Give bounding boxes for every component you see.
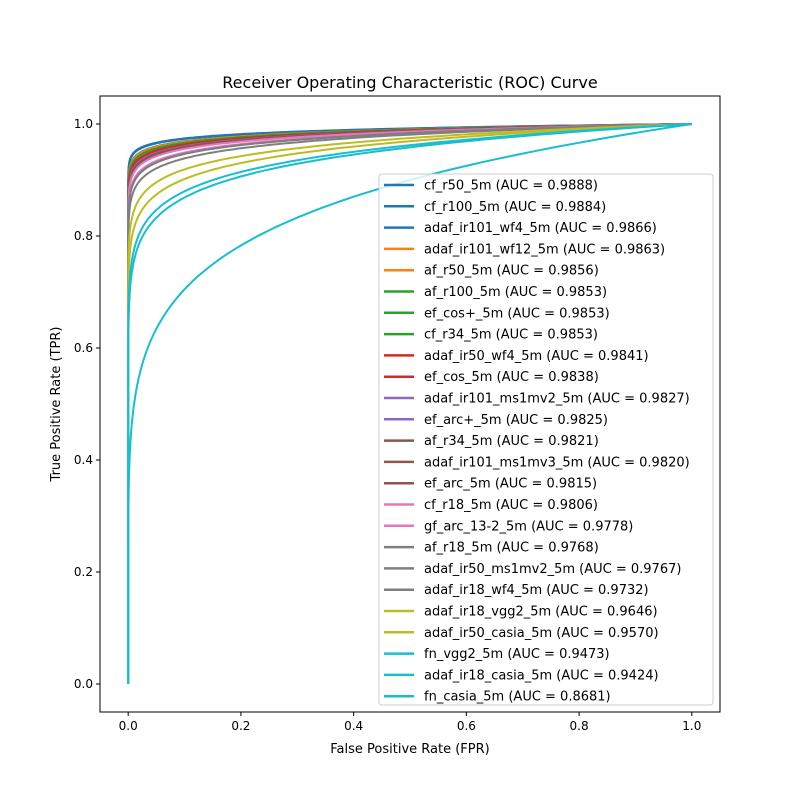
legend-label: cf_r34_5m (AUC = 0.9853) bbox=[424, 328, 598, 343]
legend-label: cf_r100_5m (AUC = 0.9884) bbox=[424, 200, 606, 215]
legend-item: cf_r18_5m (AUC = 0.9806) bbox=[384, 498, 598, 513]
legend-label: af_r50_5m (AUC = 0.9856) bbox=[424, 264, 599, 279]
legend-item: cf_r34_5m (AUC = 0.9853) bbox=[384, 328, 598, 343]
legend-label: adaf_ir50_ms1mv2_5m (AUC = 0.9767) bbox=[424, 562, 681, 577]
roc-curve-24 bbox=[127, 123, 692, 684]
legend-label: adaf_ir50_wf4_5m (AUC = 0.9841) bbox=[424, 349, 649, 364]
legend-label: ef_cos_5m (AUC = 0.9838) bbox=[424, 370, 599, 385]
legend-item: cf_r100_5m (AUC = 0.9884) bbox=[384, 200, 606, 215]
legend-item: af_r50_5m (AUC = 0.9856) bbox=[384, 264, 599, 279]
chart-title: Receiver Operating Characteristic (ROC) … bbox=[222, 73, 597, 92]
legend-item: adaf_ir101_ms1mv3_5m (AUC = 0.9820) bbox=[384, 455, 690, 470]
legend-label: adaf_ir101_wf12_5m (AUC = 0.9863) bbox=[424, 242, 665, 257]
y-tick-label: 0.8 bbox=[74, 229, 93, 243]
legend-item: adaf_ir18_casia_5m (AUC = 0.9424) bbox=[384, 668, 659, 683]
legend-item: ef_cos+_5m (AUC = 0.9853) bbox=[384, 306, 610, 321]
legend-item: adaf_ir101_ms1mv2_5m (AUC = 0.9827) bbox=[384, 392, 690, 407]
legend-item: fn_casia_5m (AUC = 0.8681) bbox=[384, 690, 611, 705]
legend-item: cf_r50_5m (AUC = 0.9888) bbox=[384, 179, 598, 194]
x-tick-label: 0.6 bbox=[457, 719, 476, 733]
legend-item: fn_vgg2_5m (AUC = 0.9473) bbox=[384, 647, 610, 662]
legend-item: gf_arc_13-2_5m (AUC = 0.9778) bbox=[384, 519, 633, 534]
legend-label: fn_casia_5m (AUC = 0.8681) bbox=[424, 690, 611, 705]
legend-label: ef_cos+_5m (AUC = 0.9853) bbox=[424, 306, 610, 321]
legend-label: adaf_ir101_ms1mv2_5m (AUC = 0.9827) bbox=[424, 392, 690, 407]
legend-label: af_r34_5m (AUC = 0.9821) bbox=[424, 434, 599, 449]
legend-item: adaf_ir101_wf4_5m (AUC = 0.9866) bbox=[384, 221, 657, 236]
legend-item: adaf_ir18_wf4_5m (AUC = 0.9732) bbox=[384, 583, 649, 598]
legend-label: adaf_ir18_vgg2_5m (AUC = 0.9646) bbox=[424, 605, 658, 620]
legend-item: adaf_ir50_casia_5m (AUC = 0.9570) bbox=[384, 626, 659, 641]
legend-label: adaf_ir101_ms1mv3_5m (AUC = 0.9820) bbox=[424, 455, 690, 470]
legend-label: af_r18_5m (AUC = 0.9768) bbox=[424, 541, 599, 556]
legend-label: adaf_ir18_casia_5m (AUC = 0.9424) bbox=[424, 668, 659, 683]
legend-label: ef_arc_5m (AUC = 0.9815) bbox=[424, 477, 597, 492]
y-tick-label: 0.6 bbox=[74, 341, 93, 355]
plot-frame bbox=[99, 95, 721, 713]
x-tick-label: 0.2 bbox=[231, 719, 250, 733]
legend-item: af_r100_5m (AUC = 0.9853) bbox=[384, 285, 607, 300]
x-axis-ticks: 0.0 0.2 0.4 0.6 0.8 1.0 bbox=[119, 712, 701, 733]
legend-label: cf_r50_5m (AUC = 0.9888) bbox=[424, 179, 598, 194]
x-tick-label: 0.8 bbox=[570, 719, 589, 733]
x-tick-label: 0.0 bbox=[119, 719, 138, 733]
y-tick-label: 0.2 bbox=[74, 565, 93, 579]
legend-box bbox=[378, 173, 714, 706]
legend-label: fn_vgg2_5m (AUC = 0.9473) bbox=[424, 647, 610, 662]
y-axis-label: True Positive Rate (TPR) bbox=[49, 327, 64, 483]
legend-label: af_r100_5m (AUC = 0.9853) bbox=[424, 285, 607, 300]
x-tick-label: 1.0 bbox=[682, 719, 701, 733]
legend-label: adaf_ir101_wf4_5m (AUC = 0.9866) bbox=[424, 221, 657, 236]
legend-item: af_r34_5m (AUC = 0.9821) bbox=[384, 434, 599, 449]
legend-item: adaf_ir101_wf12_5m (AUC = 0.9863) bbox=[384, 242, 665, 257]
x-axis-label: False Positive Rate (FPR) bbox=[330, 742, 489, 757]
legend-item: adaf_ir50_wf4_5m (AUC = 0.9841) bbox=[384, 349, 649, 364]
legend-item: ef_arc_5m (AUC = 0.9815) bbox=[384, 477, 597, 492]
legend-item: af_r18_5m (AUC = 0.9768) bbox=[384, 541, 599, 556]
y-tick-label: 1.0 bbox=[74, 117, 93, 131]
y-tick-label: 0.4 bbox=[74, 453, 93, 467]
y-axis-ticks: 0.0 0.2 0.4 0.6 0.8 1.0 bbox=[74, 117, 100, 691]
legend-label: adaf_ir50_casia_5m (AUC = 0.9570) bbox=[424, 626, 659, 641]
roc-curve-23 bbox=[127, 123, 692, 684]
legend-item: ef_arc+_5m (AUC = 0.9825) bbox=[384, 413, 608, 428]
legend-label: cf_r18_5m (AUC = 0.9806) bbox=[424, 498, 598, 513]
legend-item: ef_cos_5m (AUC = 0.9838) bbox=[384, 370, 599, 385]
legend-item: adaf_ir18_vgg2_5m (AUC = 0.9646) bbox=[384, 605, 658, 620]
legend: cf_r50_5m (AUC = 0.9888) cf_r100_5m (AUC … bbox=[378, 173, 714, 706]
legend-label: gf_arc_13-2_5m (AUC = 0.9778) bbox=[424, 519, 633, 534]
x-tick-label: 0.4 bbox=[344, 719, 363, 733]
curves bbox=[127, 123, 692, 684]
legend-label: adaf_ir18_wf4_5m (AUC = 0.9732) bbox=[424, 583, 649, 598]
legend-item: adaf_ir50_ms1mv2_5m (AUC = 0.9767) bbox=[384, 562, 681, 577]
y-tick-label: 0.0 bbox=[74, 677, 93, 691]
legend-label: ef_arc+_5m (AUC = 0.9825) bbox=[424, 413, 608, 428]
